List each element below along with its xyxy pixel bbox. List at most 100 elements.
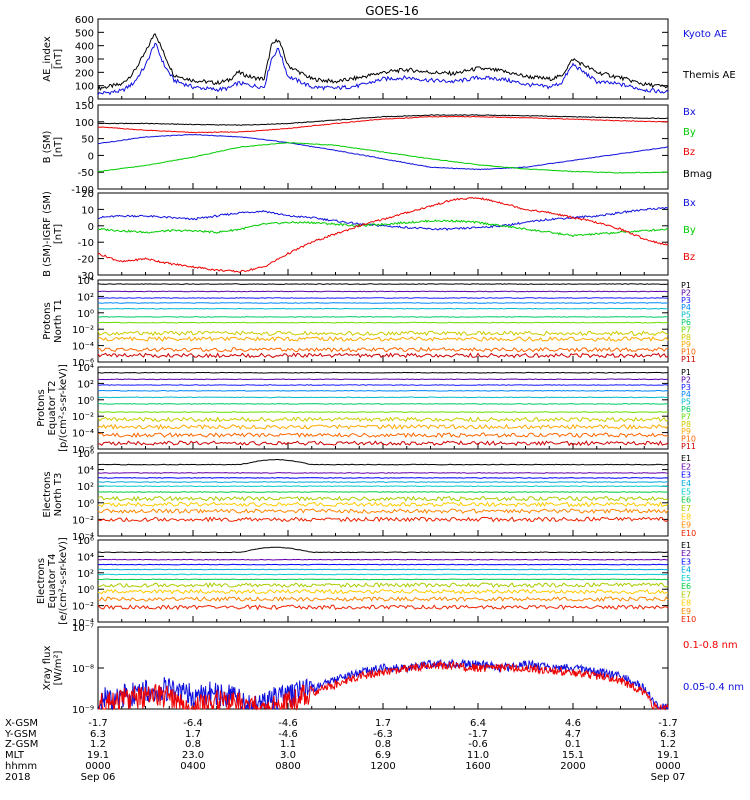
y-tick-label: 10⁻⁸	[72, 664, 94, 675]
y-tick-label: 10⁰	[77, 499, 94, 510]
ephemeris-value: 23.0	[182, 750, 204, 761]
y-axis-label: AE_index	[42, 36, 53, 82]
series-line-bmag	[97, 114, 669, 126]
channel-line-E4	[97, 568, 669, 571]
y-axis-label: [nT]	[53, 224, 64, 244]
legend-label: By	[683, 225, 696, 236]
legend-label: Bx	[683, 198, 696, 209]
end-date-label: Sep 07	[651, 772, 686, 783]
ephemeris-value: 0.8	[375, 739, 391, 750]
channel-line-P2	[98, 378, 669, 381]
ephemeris-value: 0000	[655, 761, 680, 772]
legend-label: Bz	[683, 147, 695, 158]
y-axis-label: B (SM)	[42, 130, 53, 163]
ephemeris-value: 1.7	[375, 718, 391, 729]
channel-line-E8	[97, 588, 669, 595]
ephemeris-value: 1.7	[185, 729, 201, 740]
ephemeris-value: 0400	[180, 761, 205, 772]
ephemeris-value: 6.4	[470, 718, 486, 729]
channel-line-E4	[98, 481, 669, 483]
channel-line-P7	[98, 321, 669, 324]
y-axis-label: Xray flux	[42, 646, 53, 691]
channel-line-P6	[97, 316, 669, 318]
channel-line-E7	[97, 495, 669, 502]
y-axis-label: Equator T2	[47, 381, 58, 436]
channel-label-P1: P1	[681, 368, 691, 377]
channel-line-P11	[97, 352, 669, 359]
channel-label-P10: P10	[681, 435, 696, 444]
y-tick-label: 10²	[77, 482, 94, 493]
channel-line-P8	[97, 330, 669, 337]
y-tick-label: 100	[75, 118, 94, 129]
channel-label-E10: E10	[681, 529, 696, 538]
channel-line-P6	[97, 403, 669, 405]
time-axis-footer: X-GSM -1.7 -6.4 -4.6 1.7 6.4 4.6 -1.7Y-GSM 6.3 1.…	[4, 718, 685, 783]
year-label: 2018	[5, 772, 30, 783]
y-axis-label: Protons	[42, 302, 53, 339]
legend-label: Bx	[683, 107, 696, 118]
channel-label-P11: P11	[681, 355, 696, 364]
y-axis-label: North T1	[53, 299, 64, 343]
y-tick-label: 300	[75, 55, 94, 66]
ephemeris-value: -1.7	[88, 718, 108, 729]
series-line-bz	[97, 196, 669, 273]
y-tick-label: 10⁻⁷	[72, 623, 94, 634]
panel-ae: 600 500 400 300 200 100 0 AE_index [nT] Kyoto AE T…	[42, 15, 736, 106]
y-tick-label: -10	[78, 238, 94, 249]
series-line-bz	[98, 115, 668, 134]
y-tick-label: 10⁻⁴	[72, 532, 94, 543]
channel-label-P2: P2	[681, 375, 691, 384]
y-axis-label: [nT]	[53, 49, 64, 69]
ephemeris-value: 4.6	[565, 718, 581, 729]
y-tick-label: 10⁰	[77, 309, 94, 320]
channel-label-E3: E3	[681, 557, 691, 566]
y-tick-label: 10⁴	[77, 552, 94, 563]
ephemeris-row-label: hhmm	[5, 761, 37, 772]
channel-line-P10	[97, 346, 669, 353]
ephemeris-row-label: MLT	[5, 750, 25, 761]
ephemeris-value: 11.0	[467, 750, 489, 761]
channel-line-P4	[98, 302, 669, 304]
panel-xray: 10⁻⁷ 10⁻⁸ 10⁻⁹ Xray flux [W/m²] 0.1-0.8 nm 0.0…	[42, 623, 744, 716]
legend-label: 0.05-0.4 nm	[683, 682, 744, 693]
channel-label-E3: E3	[681, 471, 691, 480]
y-tick-label: 10⁻⁴	[72, 429, 94, 440]
channel-label-E8: E8	[681, 512, 691, 521]
channel-label-P7: P7	[681, 325, 691, 334]
channel-label-P5: P5	[681, 398, 691, 407]
panel-frame	[97, 452, 669, 537]
ephemeris-value: 6.3	[90, 729, 106, 740]
channel-label-P7: P7	[681, 412, 691, 421]
ephemeris-row-label: Y-GSM	[4, 729, 37, 740]
channel-line-P3	[97, 297, 669, 299]
y-tick-label: 10⁻⁴	[72, 618, 94, 629]
ephemeris-value: 15.1	[562, 750, 584, 761]
y-axis-label: Protons	[36, 389, 47, 426]
channel-line-E6	[97, 578, 669, 581]
series-line-by	[97, 141, 669, 174]
channel-label-P6: P6	[681, 318, 691, 327]
y-tick-label: -30	[78, 271, 94, 282]
ephemeris-value: 0.1	[565, 739, 581, 750]
channel-line-E5	[97, 573, 669, 576]
channel-line-E3	[97, 477, 669, 479]
ephemeris-value: 3.0	[280, 750, 296, 761]
y-axis-label: [W/m²]	[53, 650, 64, 685]
channel-label-E9: E9	[681, 521, 691, 530]
ephemeris-value: 1.1	[280, 739, 296, 750]
y-axis-label: Equator T4	[47, 554, 58, 609]
y-tick-label: 10⁻⁶	[72, 358, 94, 369]
channel-line-E8	[97, 501, 669, 508]
y-tick-label: 10⁰	[77, 396, 94, 407]
y-axis-label: B (SM)-IGRF (SM)	[42, 191, 53, 277]
channel-label-P2: P2	[681, 288, 691, 297]
channel-label-E8: E8	[681, 599, 691, 608]
legend-label: Bmag	[683, 169, 712, 180]
channel-label-P1: P1	[681, 281, 691, 290]
ephemeris-value: -1.7	[658, 718, 678, 729]
channel-line-P11	[97, 440, 669, 447]
ephemeris-value: 19.1	[87, 750, 109, 761]
ephemeris-value: 6.3	[660, 729, 676, 740]
y-tick-label: -20	[78, 255, 94, 266]
